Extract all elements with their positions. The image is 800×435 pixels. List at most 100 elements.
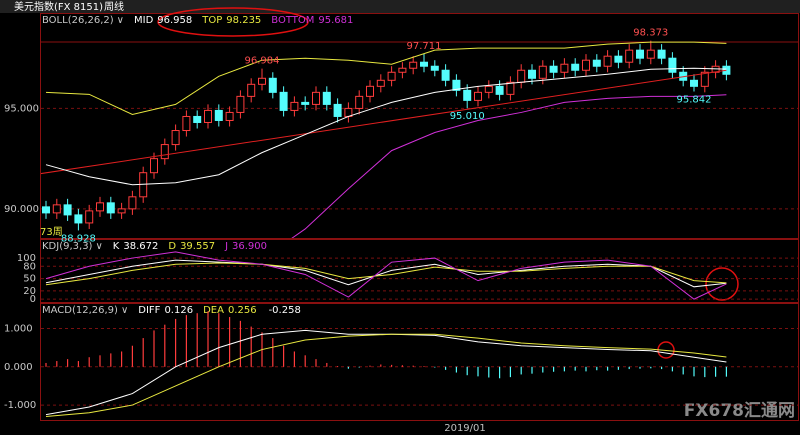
candle-body [474,91,482,101]
candle-body [668,57,677,73]
candle-body [420,61,428,67]
candle-body [592,59,601,67]
indicator-line [45,333,727,418]
watermark: FX678汇通网 [684,401,795,421]
y-tick-label: 50 [23,274,36,285]
indicator-line [45,262,727,286]
candle-body [636,49,644,59]
candle-body [517,69,526,83]
extreme-label: 95.010 [450,111,485,122]
legend-value: 95.681 [318,15,353,26]
y-tick-label: 95.000 [4,103,39,114]
candle-body [538,65,547,79]
legend-value: 0.256 [228,305,257,316]
candle-body [301,101,310,105]
legend-name: K [113,241,120,252]
candle-body [441,69,450,81]
extreme-label: 88.928 [61,233,96,244]
candle-body [582,59,590,71]
legend-value: 98.235 [226,15,261,26]
candle-body [225,111,234,121]
candle-body [528,69,536,79]
candle-body [387,71,396,81]
indicator-name: KDJ(9,3,3) [42,241,93,252]
candle-body [409,61,418,69]
indicator-name: BOLL(26,26,2) [42,15,114,26]
y-tick-label: 0.000 [4,362,33,373]
legend: MACD(12,26,9) ∨ DIFF 0.126 DEA 0.256 -0.258 [42,305,301,316]
candle-body [506,81,515,95]
candle-body [333,103,342,117]
candle-body [646,49,655,59]
indicator-line [45,41,727,115]
candle-body [463,89,472,101]
candle-body [96,202,104,212]
indicator-line [45,251,727,300]
window-title: 美元指数(FX 8151) [14,0,103,13]
legend-value: 39.557 [180,241,215,252]
candle-body [171,130,180,146]
extreme-label: 96.984 [245,56,280,67]
candle-body [182,115,191,132]
legend: KDJ(9,3,3) ∨ K 38.672 D 39.557 J 36.900 [42,241,267,252]
candle-body [85,210,94,224]
y-tick-label: 90.000 [4,204,39,215]
candle-body [690,79,698,87]
dropdown: ∨ [95,241,102,252]
candle-body [42,206,50,214]
legend-name: MID [134,15,154,26]
period-selector[interactable]: 周线 [104,0,124,13]
candle-body [236,95,245,113]
period-count: 73周 [40,226,63,238]
candle-body [312,91,320,105]
highlight-circle [705,267,739,301]
candle-body [258,77,266,85]
extreme-label: 95.842 [677,95,712,106]
candle-body [117,208,126,214]
legend-value: 0.126 [164,305,193,316]
extreme-label: 97.711 [407,41,442,52]
candle-body [290,101,299,111]
indicator-line [45,67,727,186]
dropdown: ∨ [117,15,124,26]
legend-value: 96.958 [157,15,192,26]
trendline [41,69,727,175]
y-tick-label: 80 [23,261,36,272]
dropdown: ∨ [121,305,128,316]
candle-body [214,109,223,121]
candle-body [279,91,288,111]
legend-value: 36.900 [232,241,267,252]
legend-name: D [168,241,176,252]
candle-body [268,77,277,93]
candle-body [52,204,61,214]
candle-body [204,109,212,123]
candle-body [452,79,461,91]
legend-name: TOP [201,15,222,26]
candle-body [484,85,493,93]
candle-body [160,144,169,160]
legend-name: J [224,241,228,252]
y-tick-label: 1.000 [4,324,33,335]
legend-value: 38.672 [123,241,158,252]
y-tick-label: 100 [17,253,36,264]
candle-body [571,63,580,71]
x-axis-label: 2019/01 [444,423,486,434]
candle-body [106,202,115,214]
indicator-name: MACD(12,26,9) [42,305,118,316]
extreme-label: 98.373 [633,28,668,39]
candle-body [74,214,83,224]
y-tick-label: -1.000 [4,400,36,411]
candle-body [193,115,202,123]
indicator-line [291,94,727,238]
candle-body [322,91,331,105]
plot-area [41,40,731,238]
panel-frames [40,13,799,421]
legend-value: -0.258 [269,305,301,316]
candle-body [657,49,666,59]
y-tick-label: 20 [23,286,36,297]
candle-body [495,85,504,95]
legend-name: DIFF [138,305,160,316]
candle-body [128,196,137,210]
plot-area [45,311,728,418]
